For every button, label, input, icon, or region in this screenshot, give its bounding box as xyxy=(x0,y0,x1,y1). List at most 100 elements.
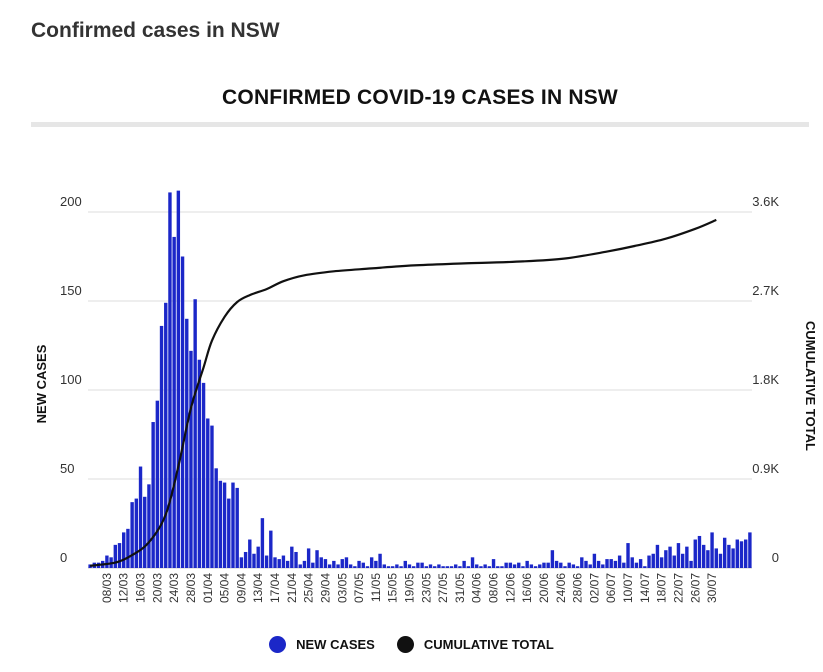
bar-new-cases xyxy=(294,551,298,568)
bar-new-cases xyxy=(592,553,597,568)
legend-item-cumulative-total[interactable]: CUMULATIVE TOTAL xyxy=(396,636,554,653)
bar-new-cases xyxy=(323,559,328,568)
bar-new-cases xyxy=(748,532,752,568)
x-tick-label: 20/06 xyxy=(537,573,551,603)
bar-new-cases xyxy=(706,550,710,568)
bar-new-cases xyxy=(403,560,407,568)
bar-new-cases xyxy=(638,559,643,568)
bar-new-cases xyxy=(185,318,189,568)
bar-new-cases xyxy=(105,555,109,568)
y-right-tick-label: 0.9K xyxy=(752,461,779,476)
bar-new-cases xyxy=(214,468,218,568)
bar-new-cases xyxy=(155,400,160,568)
legend-item-new-cases[interactable]: NEW CASES xyxy=(269,636,375,653)
bar-new-cases xyxy=(416,562,420,568)
bar-new-cases xyxy=(680,553,685,568)
y-right-tick-label: 0 xyxy=(772,550,779,565)
bar-new-cases xyxy=(243,551,248,568)
bar-new-cases xyxy=(689,560,693,568)
title-divider xyxy=(31,122,809,127)
bar-new-cases xyxy=(521,566,525,568)
bar-new-cases xyxy=(525,560,529,568)
bar-new-cases xyxy=(302,560,307,568)
bar-new-cases xyxy=(433,566,437,568)
y-left-tick-label: 100 xyxy=(60,372,82,387)
bar-new-cases xyxy=(327,564,332,568)
x-tick-label: 26/07 xyxy=(688,573,702,603)
bar-new-cases xyxy=(277,559,281,568)
bar-new-cases xyxy=(458,566,462,568)
bar-new-cases xyxy=(411,566,416,568)
y-left-tick-label: 200 xyxy=(60,194,82,209)
y-right-tick-label: 1.8K xyxy=(752,372,779,387)
bar-new-cases xyxy=(147,484,151,568)
bar-new-cases xyxy=(113,544,118,568)
bar-new-cases xyxy=(437,564,441,568)
x-tick-label: 05/04 xyxy=(218,573,232,603)
x-tick-label: 08/03 xyxy=(100,573,114,603)
bar-new-cases xyxy=(462,560,466,568)
bar-new-cases xyxy=(193,299,197,568)
bar-new-cases xyxy=(693,539,697,568)
bar-new-cases xyxy=(117,543,122,568)
y-left-tick-label: 50 xyxy=(60,461,74,476)
bar-new-cases xyxy=(601,564,605,568)
bar-new-cases xyxy=(311,562,315,568)
bar-new-cases xyxy=(445,566,450,568)
bar-new-cases xyxy=(222,482,227,568)
y-left-tick-label: 150 xyxy=(60,283,82,298)
bar-new-cases xyxy=(512,564,517,568)
bar-new-cases xyxy=(164,302,168,568)
bar-new-cases xyxy=(138,466,143,568)
bar-new-cases xyxy=(210,425,214,568)
x-tick-label: 20/03 xyxy=(150,573,164,603)
bar-new-cases xyxy=(609,559,613,568)
bar-new-cases xyxy=(206,418,210,568)
x-tick-label: 13/04 xyxy=(251,573,265,603)
x-tick-label: 01/04 xyxy=(201,573,215,603)
legend-label-cumulative-total: CUMULATIVE TOTAL xyxy=(423,637,554,652)
bar-new-cases xyxy=(319,557,323,568)
bar-new-cases xyxy=(718,553,723,568)
bar-new-cases xyxy=(454,564,458,568)
chart-title: CONFIRMED COVID-19 CASES IN NSW xyxy=(222,86,618,109)
bar-new-cases xyxy=(483,564,487,568)
bar-new-cases xyxy=(479,566,483,568)
x-tick-label: 16/06 xyxy=(520,573,534,603)
bar-new-cases xyxy=(390,566,395,568)
legend-label-new-cases: NEW CASES xyxy=(296,637,375,652)
y-right-tick-label: 2.7K xyxy=(752,283,779,298)
bar-new-cases xyxy=(647,555,651,568)
x-tick-label: 25/04 xyxy=(302,573,316,603)
bar-new-cases xyxy=(496,566,500,568)
bar-new-cases xyxy=(538,564,542,568)
bar-new-cases xyxy=(664,550,668,568)
bar-new-cases xyxy=(533,566,538,568)
bar-new-cases xyxy=(466,566,471,568)
bar-new-cases xyxy=(655,544,660,568)
bar-new-cases xyxy=(697,535,702,568)
bar-new-cases xyxy=(731,548,735,568)
bar-new-cases xyxy=(386,566,391,568)
bar-new-cases xyxy=(563,566,567,568)
bar-new-cases xyxy=(668,546,672,568)
bar-new-cases xyxy=(722,537,727,568)
cumulative-line xyxy=(89,218,717,567)
legend: NEW CASES CUMULATIVE TOTAL xyxy=(0,636,823,653)
page-heading: Confirmed cases in NSW xyxy=(31,19,280,42)
bar-new-cases xyxy=(122,532,126,568)
bar-new-cases xyxy=(340,559,344,568)
y-left-tick-label: 0 xyxy=(60,550,67,565)
bar-new-cases xyxy=(281,555,286,568)
x-tick-label: 22/07 xyxy=(672,573,686,603)
bar-new-cases xyxy=(470,557,475,568)
bar-new-cases xyxy=(491,559,496,568)
bar-new-cases xyxy=(235,487,239,568)
x-tick-label: 24/03 xyxy=(167,573,181,603)
bar-new-cases xyxy=(134,498,139,568)
x-tick-label: 07/05 xyxy=(352,573,366,603)
bar-new-cases xyxy=(382,564,386,568)
y-axis-left-label: NEW CASES xyxy=(34,344,49,423)
x-tick-label: 30/07 xyxy=(705,573,719,603)
